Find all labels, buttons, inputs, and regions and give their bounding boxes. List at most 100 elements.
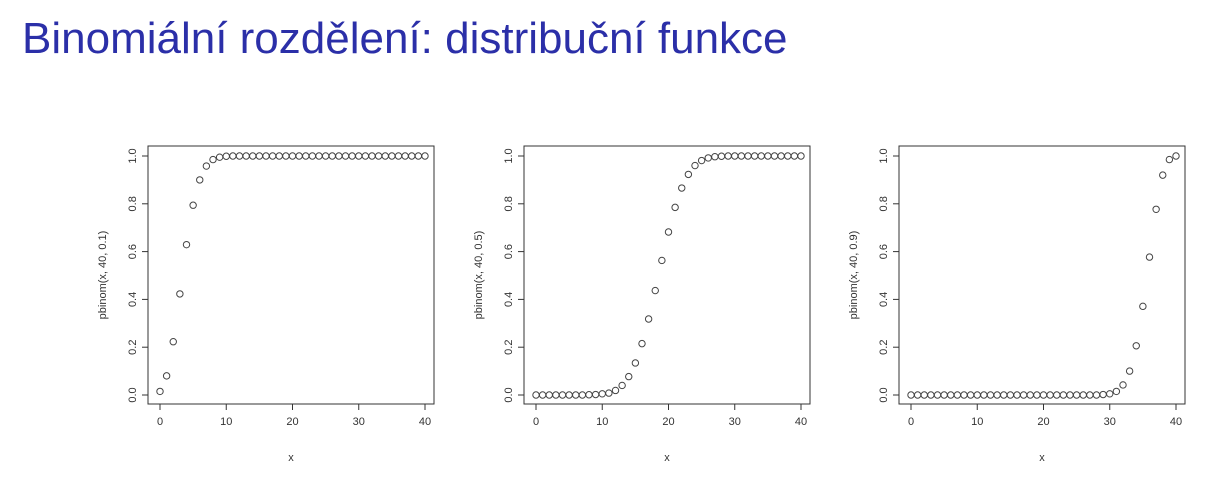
data-point [388, 152, 396, 160]
data-point [1039, 391, 1048, 399]
data-point [1099, 390, 1107, 399]
data-point [933, 391, 942, 399]
y-axis-label: pbinom(x, 40, 0.5) [473, 231, 485, 320]
x-tick-label: 10 [220, 416, 232, 428]
x-axis-label: x [1039, 452, 1045, 464]
data-point [1159, 171, 1167, 179]
data-point [209, 155, 217, 164]
data-point [341, 152, 350, 160]
y-tick-label: 0.2 [503, 340, 515, 355]
y-tick-label: 0.0 [503, 387, 515, 402]
y-tick-label: 0.6 [878, 244, 890, 259]
x-tick-label: 40 [419, 416, 431, 428]
data-point [777, 152, 785, 160]
x-tick-label: 0 [908, 416, 914, 428]
data-point [1066, 391, 1074, 399]
data-point [1112, 387, 1121, 396]
y-tick-label: 0.8 [878, 196, 890, 211]
data-point [790, 152, 799, 160]
data-point [421, 152, 429, 160]
data-point [176, 290, 184, 298]
data-point [986, 391, 995, 399]
plot-frame [523, 145, 811, 405]
data-point [1145, 253, 1154, 261]
data-point [1013, 391, 1021, 399]
data-point [215, 153, 224, 161]
y-tick-label: 1.0 [127, 148, 139, 163]
data-point [611, 386, 620, 395]
data-point [684, 170, 693, 179]
data-point [644, 315, 653, 323]
data-point [156, 387, 164, 396]
data-point [262, 152, 270, 160]
x-tick-label: 20 [1037, 416, 1049, 428]
data-point [1046, 391, 1054, 399]
data-point [651, 286, 659, 295]
data-point [711, 153, 719, 161]
data-point [1019, 391, 1028, 399]
data-point [1092, 391, 1101, 399]
data-point [966, 391, 975, 399]
data-point [940, 391, 948, 399]
data-point [704, 154, 712, 162]
x-tick-label: 10 [596, 416, 608, 428]
data-point [638, 339, 646, 348]
data-point [355, 152, 363, 160]
data-point [980, 391, 988, 399]
data-point [545, 391, 553, 399]
x-tick-label: 20 [662, 416, 674, 428]
y-tick-label: 0.4 [878, 292, 890, 307]
data-point [394, 152, 403, 160]
pbinom-plot-p09: 0 10 20 30 40 0.0 0.2 0.4 0.6 0.8 1.0 x pbinom(x, 40… [848, 145, 1186, 464]
data-point [591, 390, 600, 399]
plot-frame [898, 145, 1186, 405]
data-point [315, 152, 323, 160]
data-point [764, 152, 772, 160]
data-point [408, 152, 416, 160]
data-point [947, 391, 955, 399]
data-point [275, 152, 283, 160]
x-axis-label: x [288, 452, 294, 464]
data-point [618, 381, 626, 390]
data-point [381, 152, 389, 160]
x-tick-label: 40 [795, 416, 807, 428]
x-tick-label: 30 [1104, 416, 1116, 428]
data-point [1119, 381, 1127, 389]
data-point [578, 391, 587, 399]
data-point [401, 152, 409, 160]
data-point [658, 256, 666, 265]
data-point [664, 228, 673, 236]
data-point [169, 338, 177, 346]
data-point [268, 152, 277, 160]
data-point [750, 152, 759, 160]
y-tick-label: 0.4 [127, 292, 139, 307]
x-tick-label: 0 [533, 416, 539, 428]
pbinom-plot-p05: 0 10 20 30 40 0.0 0.2 0.4 0.6 0.8 1.0 x pbinom(x, 40… [473, 145, 811, 464]
y-tick-label: 0.8 [503, 196, 515, 211]
page-title: Binomiální rozdělení: distribuční funkce [22, 14, 788, 63]
data-point [182, 240, 191, 249]
data-point [1006, 391, 1015, 399]
x-tick-label: 20 [286, 416, 298, 428]
data-point [691, 161, 699, 170]
data-point [1033, 391, 1041, 399]
data-point [1132, 342, 1140, 350]
data-point [585, 391, 593, 399]
data-point [538, 391, 547, 399]
data-point [335, 152, 343, 160]
data-point [202, 162, 211, 170]
x-tick-label: 30 [353, 416, 365, 428]
y-tick-label: 0.6 [503, 244, 515, 259]
y-tick-label: 1.0 [878, 148, 890, 163]
data-point [558, 391, 567, 399]
data-point [249, 152, 257, 160]
data-point [308, 152, 317, 160]
data-point [1106, 390, 1114, 398]
data-point [1172, 152, 1180, 160]
y-tick-label: 0.2 [127, 340, 139, 355]
data-point [552, 391, 560, 399]
data-point [757, 152, 765, 160]
data-point [348, 152, 356, 160]
data-point [368, 152, 376, 160]
data-point [302, 152, 310, 160]
